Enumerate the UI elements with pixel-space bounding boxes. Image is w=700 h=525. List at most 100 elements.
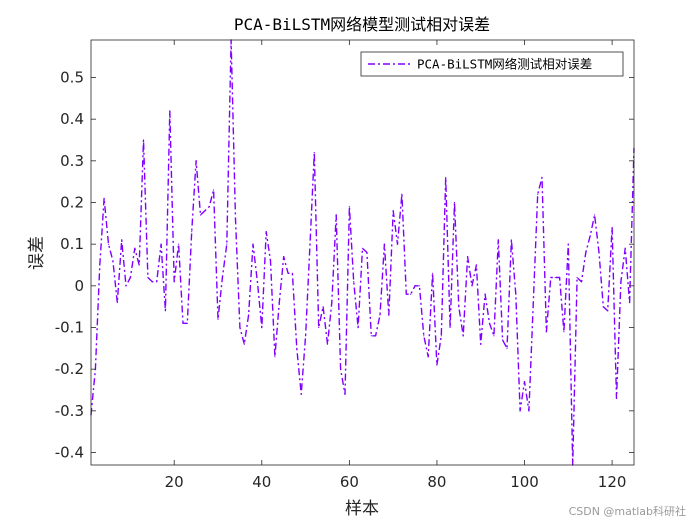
x-tick-label: 40 <box>252 473 271 491</box>
data-point <box>589 235 591 237</box>
data-point <box>318 326 320 329</box>
data-point <box>278 301 280 304</box>
legend-label: PCA-BiLSTM网络测试相对误差 <box>417 57 592 72</box>
data-point <box>550 276 552 279</box>
plot-frame <box>90 39 635 466</box>
data-point <box>309 243 311 245</box>
x-tick-label: 20 <box>165 473 184 491</box>
data-point <box>291 272 293 274</box>
data-point <box>418 285 420 287</box>
data-point <box>576 276 578 279</box>
data-point <box>375 335 377 337</box>
data-point <box>620 281 622 283</box>
y-tick-label: 0.5 <box>60 69 84 87</box>
data-point <box>629 301 631 304</box>
y-axis-label: 误差 <box>27 236 47 270</box>
data-point <box>204 210 206 212</box>
ticks-layer: 20 40 60 80 100 120 -0.4 -0.3 -0.2 -0.1 0 0.1 0.2 0.3… <box>55 40 634 491</box>
x-tick-label: 120 <box>598 473 627 491</box>
data-point <box>436 364 438 366</box>
data-point <box>607 310 609 312</box>
data-point <box>493 335 495 337</box>
data-point <box>344 393 346 395</box>
data-point <box>256 281 258 283</box>
data-point <box>615 397 618 399</box>
data-point <box>335 214 337 216</box>
data-point <box>423 335 425 337</box>
data-point <box>554 276 556 279</box>
data-point <box>331 301 333 304</box>
data-point <box>348 206 350 208</box>
data-point <box>471 285 473 287</box>
data-point <box>528 410 530 412</box>
data-point <box>305 335 307 337</box>
data-point <box>563 331 565 333</box>
data-point <box>624 247 626 249</box>
data-point <box>449 326 451 329</box>
chart-title: PCA-BiLSTM网络模型测试相对误差 <box>234 15 490 34</box>
data-point <box>519 410 521 412</box>
data-point <box>611 226 613 229</box>
y-tick-label: 0.1 <box>60 235 84 253</box>
data-point <box>300 393 302 395</box>
data-point <box>226 243 228 245</box>
data-point <box>366 251 368 254</box>
data-point <box>243 343 245 345</box>
data-point <box>396 243 399 245</box>
data-point <box>221 276 223 279</box>
data-point <box>388 314 390 316</box>
data-point <box>598 251 600 254</box>
data-point <box>510 239 512 241</box>
data-point <box>475 264 477 266</box>
data-point <box>147 276 149 279</box>
watermark: CSDN @matlab科研社 <box>568 505 686 518</box>
data-point <box>274 356 276 358</box>
data-point <box>580 281 583 283</box>
data-point <box>379 314 381 316</box>
data-point <box>432 272 434 274</box>
data-point <box>191 231 193 233</box>
data-point <box>107 243 110 245</box>
data-point <box>234 218 237 220</box>
data-point <box>567 243 569 245</box>
y-tick-label: -0.1 <box>55 319 84 337</box>
data-point <box>537 193 539 195</box>
data-point <box>213 189 215 191</box>
data-point <box>261 326 263 329</box>
data-point <box>541 176 543 179</box>
data-point <box>239 326 241 329</box>
data-point <box>458 306 460 308</box>
data-point <box>125 285 127 287</box>
data-point <box>99 264 101 266</box>
data-point <box>182 322 184 324</box>
data-point <box>142 139 145 141</box>
data-point <box>178 243 180 245</box>
legend-box <box>360 51 624 77</box>
y-tick-label: -0.2 <box>55 360 84 378</box>
data-point <box>248 314 250 316</box>
data-point <box>121 239 123 241</box>
x-tick-label: 60 <box>340 473 359 491</box>
data-point <box>156 281 158 283</box>
data-point <box>361 247 364 249</box>
data-point <box>283 256 285 258</box>
y-tick-label: -0.4 <box>55 444 84 462</box>
x-tick-label: 100 <box>510 473 539 491</box>
data-point <box>151 281 153 283</box>
data-point <box>515 293 517 295</box>
legend: PCA-BiLSTM网络测试相对误差 <box>360 51 624 77</box>
data-point <box>173 281 175 283</box>
data-point <box>116 301 118 304</box>
data-point <box>217 318 219 320</box>
data-point <box>357 326 359 329</box>
data-point <box>265 231 267 233</box>
data-point <box>134 247 136 249</box>
data-point <box>414 285 416 287</box>
data-point <box>585 251 587 254</box>
data-point <box>594 214 596 216</box>
data-point <box>523 381 526 383</box>
data-point <box>287 272 289 274</box>
data-point <box>313 151 315 154</box>
x-tick-label: 80 <box>427 473 446 491</box>
